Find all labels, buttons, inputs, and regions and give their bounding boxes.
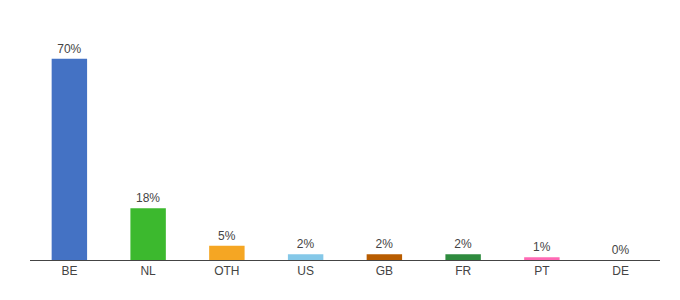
svg-text:NL: NL — [140, 264, 156, 278]
svg-text:OTH: OTH — [214, 264, 239, 278]
svg-text:GB: GB — [376, 264, 393, 278]
svg-text:18%: 18% — [136, 191, 160, 205]
svg-text:1%: 1% — [533, 240, 551, 254]
svg-text:US: US — [297, 264, 314, 278]
svg-text:2%: 2% — [454, 237, 472, 251]
svg-text:DE: DE — [612, 264, 629, 278]
svg-text:PT: PT — [534, 264, 550, 278]
svg-text:2%: 2% — [376, 237, 394, 251]
svg-text:0%: 0% — [612, 243, 630, 257]
svg-text:BE: BE — [61, 264, 77, 278]
svg-text:FR: FR — [455, 264, 471, 278]
svg-text:2%: 2% — [297, 237, 315, 251]
svg-text:70%: 70% — [57, 42, 81, 56]
svg-text:5%: 5% — [218, 229, 236, 243]
